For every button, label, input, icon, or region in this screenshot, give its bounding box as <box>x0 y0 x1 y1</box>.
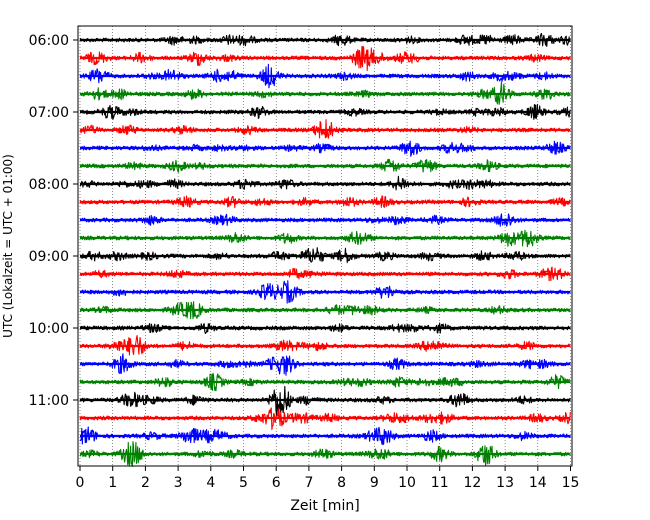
x-tick-label: 13 <box>496 475 514 491</box>
x-tick-label: 4 <box>206 475 215 491</box>
x-tick-label: 5 <box>239 475 248 491</box>
y-axis-title: UTC (Lokalzeit = UTC + 01:00) <box>1 154 15 338</box>
x-tick-label: 1 <box>108 475 117 491</box>
grid-lines <box>79 26 571 466</box>
y-tick-label: 11:00 <box>29 393 69 409</box>
x-tick-label: 7 <box>304 475 313 491</box>
trace-0630 <box>79 63 571 89</box>
x-axis: 0 1 2 3 4 5 6 7 8 9 10 11 12 13 14 15 <box>76 466 580 491</box>
x-tick-label: 3 <box>174 475 183 491</box>
x-tick-label: 2 <box>141 475 150 491</box>
y-tick-label: 08:00 <box>29 177 69 193</box>
trace-1100 <box>79 385 571 417</box>
plot-frame <box>77 25 573 467</box>
x-tick-label: 0 <box>76 475 85 491</box>
x-tick-label: 9 <box>370 475 379 491</box>
y-axis: 06:00 07:00 08:00 09:00 10:00 11:00 <box>29 33 78 409</box>
x-tick-label: 15 <box>562 475 580 491</box>
x-tick-label: 10 <box>398 475 416 491</box>
x-tick-label: 8 <box>337 475 346 491</box>
x-tick-label: 6 <box>272 475 281 491</box>
x-tick-label: 12 <box>463 475 481 491</box>
x-axis-title: Zeit [min] <box>290 498 359 514</box>
x-tick-label: 14 <box>529 475 547 491</box>
y-tick-label: 06:00 <box>29 33 69 49</box>
y-tick-label: 10:00 <box>29 321 69 337</box>
trace-0930 <box>79 280 571 304</box>
y-tick-label: 09:00 <box>29 249 69 265</box>
y-tick-label: 07:00 <box>29 105 69 121</box>
x-tick-label: 11 <box>431 475 449 491</box>
seismogram-traces <box>79 32 571 467</box>
